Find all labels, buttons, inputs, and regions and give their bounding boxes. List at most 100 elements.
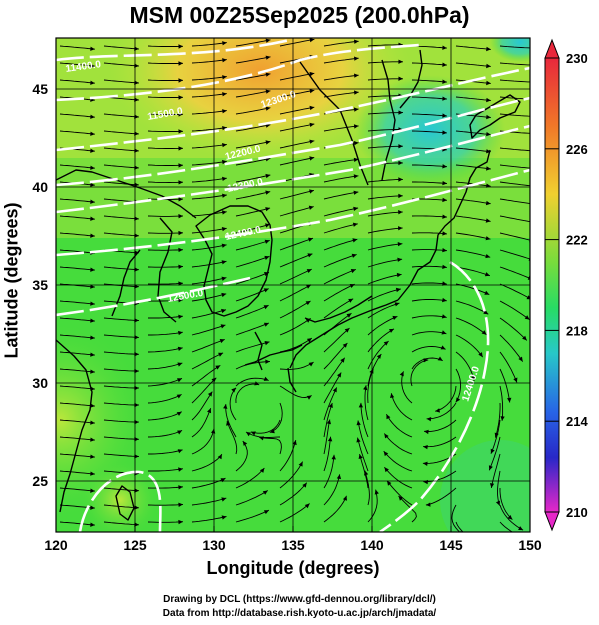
streamline-arrowhead bbox=[231, 387, 236, 393]
streamline bbox=[191, 309, 227, 319]
streamline bbox=[59, 334, 95, 339]
streamline-arrowhead bbox=[440, 345, 446, 350]
streamline bbox=[367, 78, 403, 81]
streamline bbox=[147, 147, 184, 149]
streamline bbox=[191, 377, 217, 404]
streamline-arrowhead bbox=[383, 341, 389, 346]
streamline-arrowhead bbox=[134, 318, 139, 323]
streamline bbox=[451, 504, 461, 532]
streamline bbox=[59, 164, 95, 169]
streamline bbox=[411, 249, 448, 252]
streamline bbox=[235, 467, 265, 489]
streamline-arrowhead bbox=[485, 236, 491, 241]
streamline-arrowhead bbox=[489, 483, 495, 488]
streamline bbox=[386, 480, 413, 506]
streamline bbox=[411, 346, 446, 353]
streamline bbox=[103, 62, 139, 67]
streamline bbox=[103, 419, 139, 423]
streamline-arrowhead bbox=[398, 495, 404, 501]
streamline-arrowhead bbox=[350, 269, 356, 274]
streamline bbox=[455, 79, 491, 84]
streamline bbox=[147, 249, 184, 251]
streamline-arrowhead bbox=[265, 359, 270, 364]
streamline-arrowhead bbox=[327, 436, 333, 442]
streamline-arrowhead bbox=[326, 419, 331, 425]
streamline-arrowhead bbox=[222, 109, 227, 114]
streamline-arrowhead bbox=[331, 454, 336, 460]
streamline bbox=[59, 436, 95, 441]
streamline bbox=[412, 181, 448, 184]
y-tick-label: 45 bbox=[32, 81, 48, 97]
streamline bbox=[279, 123, 315, 132]
streamline bbox=[147, 62, 184, 64]
streamline-arrowhead bbox=[398, 59, 403, 64]
streamline-arrowhead bbox=[353, 174, 359, 179]
streamline bbox=[323, 436, 332, 472]
streamline bbox=[323, 57, 359, 64]
streamline-arrowhead bbox=[442, 197, 447, 203]
streamline bbox=[148, 331, 183, 336]
streamline bbox=[499, 300, 530, 320]
streamline bbox=[323, 454, 335, 489]
streamline-arrowhead bbox=[397, 257, 403, 262]
streamline bbox=[455, 317, 487, 336]
streamline bbox=[191, 127, 227, 132]
x-tick-label: 140 bbox=[360, 537, 384, 553]
streamline bbox=[359, 453, 369, 489]
streamline-arrowhead bbox=[178, 247, 183, 253]
streamline bbox=[191, 293, 227, 302]
streamline bbox=[499, 181, 530, 187]
streamline bbox=[455, 521, 464, 532]
streamline bbox=[323, 419, 331, 455]
streamline bbox=[103, 521, 139, 526]
x-axis-label: Longitude (degrees) bbox=[206, 558, 380, 578]
streamline-arrowhead bbox=[178, 129, 183, 134]
streamline bbox=[235, 271, 270, 285]
streamline bbox=[59, 368, 95, 373]
streamline-arrowhead bbox=[354, 56, 359, 61]
streamline bbox=[367, 112, 403, 115]
streamline-arrowhead bbox=[442, 130, 447, 135]
streamline bbox=[386, 413, 413, 438]
streamline-arrowhead bbox=[90, 80, 95, 85]
streamline-arrowhead bbox=[387, 480, 392, 486]
streamline-arrowhead bbox=[306, 269, 312, 273]
streamline-arrowhead bbox=[222, 92, 227, 97]
streamline bbox=[499, 317, 528, 341]
streamline-arrowhead bbox=[398, 210, 403, 215]
streamline-arrowhead bbox=[483, 310, 489, 315]
streamline bbox=[367, 211, 403, 217]
streamline bbox=[367, 195, 403, 200]
streamline bbox=[323, 372, 342, 404]
streamline-arrowhead bbox=[486, 63, 491, 69]
contours bbox=[56, 38, 530, 532]
streamline-arrowhead bbox=[399, 371, 404, 377]
streamline-arrowhead bbox=[437, 356, 443, 361]
streamline-arrowhead bbox=[376, 354, 382, 359]
streamline-arrowhead bbox=[90, 165, 95, 170]
streamline-arrowhead bbox=[353, 107, 359, 112]
y-tick-label: 40 bbox=[32, 179, 48, 195]
streamline bbox=[147, 377, 183, 387]
streamline-arrowhead bbox=[309, 88, 315, 94]
streamline bbox=[455, 334, 484, 358]
streamline bbox=[499, 249, 530, 260]
streamline bbox=[323, 357, 346, 387]
cool-anomaly bbox=[355, 75, 505, 185]
streamline bbox=[279, 253, 313, 268]
colorbar-tick-label: 214 bbox=[566, 414, 588, 429]
streamline-arrowhead bbox=[217, 454, 222, 460]
field-layer bbox=[56, 38, 530, 532]
streamline bbox=[147, 282, 184, 285]
streamline bbox=[191, 453, 223, 472]
streamline-arrowhead bbox=[358, 402, 363, 408]
streamline-arrowhead bbox=[134, 488, 139, 493]
streamline bbox=[383, 450, 413, 472]
streamline bbox=[323, 74, 359, 81]
streamline-arrowhead bbox=[354, 90, 359, 95]
streamline bbox=[323, 191, 359, 200]
streamline-arrowhead bbox=[134, 454, 139, 459]
streamline bbox=[411, 96, 447, 100]
x-tick-label: 150 bbox=[518, 537, 542, 553]
streamline-arrowhead bbox=[177, 346, 183, 351]
